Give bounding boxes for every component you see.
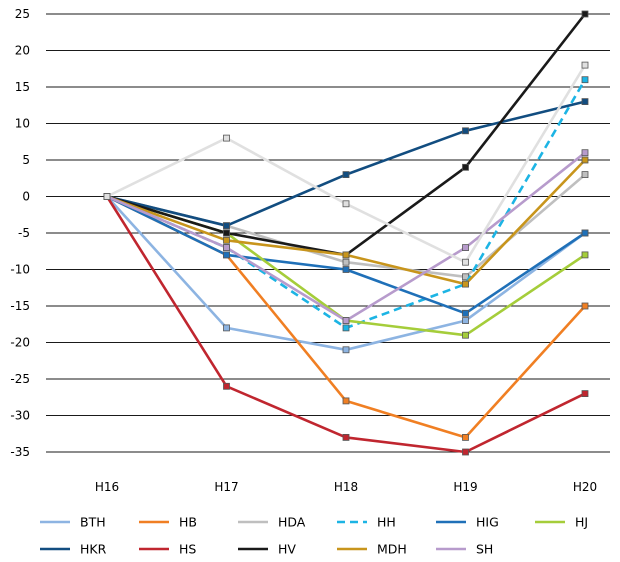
data-point-marker bbox=[223, 229, 230, 237]
data-point-marker bbox=[462, 309, 469, 317]
series-hj bbox=[103, 193, 589, 339]
data-point-marker bbox=[342, 251, 350, 259]
legend-item: HJ bbox=[535, 515, 588, 530]
data-point-marker bbox=[223, 236, 230, 244]
data-point-marker bbox=[581, 390, 589, 398]
legend-label: MDH bbox=[377, 542, 407, 557]
series-lines bbox=[103, 10, 589, 456]
y-tick-label: -25 bbox=[10, 372, 30, 386]
x-axis-ticks: H16 H17 H18 H19 H20 bbox=[95, 480, 597, 494]
legend-item: BTH bbox=[40, 515, 106, 530]
legend-label: HS bbox=[179, 542, 196, 557]
legend-item: MDH bbox=[337, 542, 407, 557]
data-point-marker bbox=[462, 331, 469, 339]
data-point-marker bbox=[581, 61, 589, 69]
data-point-marker bbox=[581, 171, 589, 179]
y-tick-label: -20 bbox=[10, 336, 30, 350]
data-point-marker bbox=[223, 251, 230, 259]
data-point-marker bbox=[223, 134, 230, 142]
legend-item: SH bbox=[436, 542, 493, 557]
data-point-marker bbox=[462, 127, 469, 135]
data-point-marker bbox=[342, 200, 350, 208]
y-tick-label: -5 bbox=[18, 226, 30, 240]
x-tick-label: H17 bbox=[214, 480, 238, 494]
legend-label: SH bbox=[476, 542, 493, 557]
data-point-marker bbox=[462, 258, 469, 266]
data-point-marker bbox=[581, 302, 589, 310]
legend-item: HV bbox=[238, 542, 296, 557]
x-tick-label: H16 bbox=[95, 480, 119, 494]
data-point-marker bbox=[223, 382, 230, 390]
data-point-marker bbox=[581, 10, 589, 18]
data-point-marker bbox=[581, 149, 589, 157]
y-tick-label: 5 bbox=[22, 153, 30, 167]
data-point-marker bbox=[342, 317, 350, 325]
data-point-marker bbox=[581, 76, 589, 84]
legend-item: HS bbox=[139, 542, 196, 557]
legend: BTH HB HDA HH HIG HJ HKR HS HV MDH SH bbox=[40, 515, 588, 557]
data-point-marker bbox=[342, 266, 350, 273]
data-point-marker bbox=[581, 98, 589, 105]
y-tick-label: 0 bbox=[22, 190, 30, 204]
y-tick-label: 15 bbox=[15, 80, 30, 94]
y-tick-label: -10 bbox=[10, 263, 30, 277]
data-point-marker bbox=[581, 229, 589, 237]
data-point-marker bbox=[223, 244, 230, 252]
data-point-marker bbox=[581, 156, 589, 164]
legend-label: HV bbox=[278, 542, 296, 557]
y-tick-label: -15 bbox=[10, 299, 30, 313]
x-tick-label: H20 bbox=[573, 480, 597, 494]
data-point-marker bbox=[462, 163, 469, 171]
y-tick-label: 20 bbox=[15, 44, 30, 58]
y-axis-ticks: 25 20 15 10 5 0 -5 -10 -15 -20 -25 -30 -35 bbox=[10, 7, 30, 459]
data-point-marker bbox=[462, 448, 469, 456]
data-point-marker bbox=[223, 222, 230, 230]
y-tick-label: -35 bbox=[10, 445, 30, 459]
legend-item: HDA bbox=[238, 515, 306, 530]
data-point-marker bbox=[462, 244, 469, 252]
legend-item: HH bbox=[337, 515, 396, 530]
y-tick-label: 10 bbox=[15, 117, 30, 131]
data-point-marker bbox=[342, 433, 350, 441]
legend-item: HB bbox=[139, 515, 197, 530]
series-unlabeled bbox=[103, 61, 589, 266]
data-point-marker bbox=[223, 324, 230, 332]
legend-item: HIG bbox=[436, 515, 499, 530]
legend-label: HKR bbox=[80, 542, 107, 557]
x-tick-label: H19 bbox=[453, 480, 477, 494]
legend-label: HIG bbox=[476, 515, 499, 530]
data-point-marker bbox=[462, 433, 469, 441]
legend-label: HB bbox=[179, 515, 197, 530]
data-point-marker bbox=[581, 251, 589, 259]
legend-label: HDA bbox=[278, 515, 306, 530]
legend-label: HJ bbox=[575, 515, 588, 530]
y-tick-label: 25 bbox=[15, 7, 30, 21]
x-tick-label: H18 bbox=[334, 480, 358, 494]
data-point-marker bbox=[342, 324, 350, 332]
legend-label: HH bbox=[377, 515, 396, 530]
y-tick-label: -30 bbox=[10, 409, 30, 423]
data-point-marker bbox=[103, 193, 111, 200]
gridlines bbox=[46, 13, 610, 453]
data-point-marker bbox=[342, 171, 350, 179]
data-point-marker bbox=[462, 317, 469, 325]
legend-item: HKR bbox=[40, 542, 107, 557]
data-point-marker bbox=[342, 397, 350, 405]
data-point-marker bbox=[342, 258, 350, 266]
data-point-marker bbox=[462, 280, 469, 288]
legend-label: BTH bbox=[80, 515, 106, 530]
data-point-marker bbox=[342, 346, 350, 354]
